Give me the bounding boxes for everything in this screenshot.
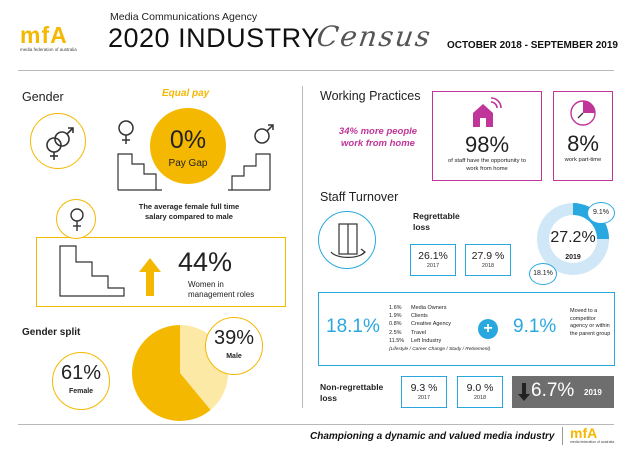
column-divider bbox=[302, 86, 303, 408]
management-value: 44% bbox=[178, 247, 233, 277]
female-icon bbox=[56, 199, 96, 239]
list-item: 2.5% Travel bbox=[389, 329, 427, 336]
equal-pay-label: Equal pay bbox=[162, 88, 210, 99]
title-script: Census bbox=[314, 20, 435, 53]
nonreg-2017-year: 2017 bbox=[417, 395, 431, 401]
donut-small-2: 18.1% bbox=[529, 263, 557, 285]
turnover-title: Staff Turnover bbox=[320, 190, 399, 204]
reg-2018-value: 27.9 % bbox=[471, 250, 505, 262]
stairs-icon bbox=[59, 245, 125, 297]
nonreg-2018-value: 9.0 % bbox=[466, 382, 494, 394]
list-item: 1.9% Clients bbox=[389, 313, 428, 320]
agency-label: Media Communications Agency bbox=[110, 11, 258, 23]
parttime-box bbox=[553, 91, 613, 181]
nonreg-2019-box bbox=[512, 376, 614, 408]
salary-note: The average female full time salary comp… bbox=[138, 202, 240, 221]
management-label: Women in management roles bbox=[188, 280, 255, 299]
nonreg-2018-year: 2018 bbox=[473, 395, 487, 401]
pay-gap-value: 0% bbox=[169, 126, 207, 154]
page-title: 2020 INDUSTRY bbox=[108, 23, 320, 53]
reg-2017-year: 2017 bbox=[426, 263, 440, 269]
gender-title: Gender bbox=[22, 90, 64, 104]
right-total: 9.1% bbox=[513, 316, 557, 337]
plus-icon: + bbox=[478, 319, 498, 339]
clock-icon bbox=[570, 100, 596, 126]
breakdown-list: 1.6% Media Owners 1.9% Clients 0.8% Creativ… bbox=[389, 304, 489, 345]
nonreg-label: Non-regrettable loss bbox=[320, 382, 384, 403]
wfh-box bbox=[432, 91, 542, 181]
reg-2017-box: 26.1% 2017 bbox=[410, 244, 456, 276]
parttime-value: 8% bbox=[567, 131, 599, 156]
header-divider bbox=[18, 70, 614, 71]
pie-slice-female bbox=[132, 325, 211, 421]
male-value: 39% bbox=[213, 327, 255, 349]
footer-logo-subtitle: media federation of australia bbox=[570, 440, 615, 444]
breakdown-note: (Lifestyle / Career Change / Study / Ret… bbox=[389, 347, 491, 352]
date-range: OCTOBER 2018 - SEPTEMBER 2019 bbox=[447, 40, 618, 51]
donut-value: 27.2% bbox=[550, 229, 596, 246]
donut-small-1: 9.1% bbox=[587, 202, 615, 224]
female-label: Female bbox=[68, 388, 94, 395]
arrow-down-icon bbox=[518, 383, 530, 401]
mfa-logo: mfA media federation of australia bbox=[20, 22, 100, 56]
working-title: Working Practices bbox=[320, 89, 421, 103]
female-bubble bbox=[52, 352, 110, 410]
female-value: 61% bbox=[60, 362, 102, 384]
wfh-label: of staff have the opportunity to work fr… bbox=[448, 158, 526, 172]
right-note: Moved to a competitor agency or within t… bbox=[570, 308, 611, 337]
nonreg-2017-box: 9.3 % 2017 bbox=[401, 376, 447, 408]
breakdown-panel bbox=[318, 292, 615, 366]
reg-2017-value: 26.1% bbox=[418, 250, 448, 262]
revolving-door-icon bbox=[318, 211, 376, 269]
wfh-highlight: 34% more people work from home bbox=[338, 126, 418, 149]
logo-subtitle: media federation of australia bbox=[20, 47, 77, 52]
footer-tagline: Championing a dynamic and valued media i… bbox=[310, 431, 555, 442]
nonreg-2019-value: 6.7% bbox=[531, 380, 575, 401]
male-label: Male bbox=[226, 353, 242, 360]
regrettable-label: Regrettable loss bbox=[413, 211, 460, 232]
logo-text: mfA bbox=[20, 22, 68, 48]
gender-icon bbox=[30, 113, 86, 169]
gender-split-title: Gender split bbox=[22, 327, 81, 338]
list-item: 11.5% Left Industry bbox=[389, 337, 442, 344]
pay-gap-illustration bbox=[117, 120, 274, 191]
management-box bbox=[36, 237, 286, 307]
donut-year: 2019 bbox=[565, 254, 581, 261]
male-bubble bbox=[205, 317, 263, 375]
footer-separator bbox=[562, 427, 563, 445]
nonreg-2019-year: 2019 bbox=[584, 388, 602, 397]
reg-2018-year: 2018 bbox=[481, 263, 495, 269]
arrow-up-icon bbox=[139, 258, 161, 296]
pay-gap-circle bbox=[150, 108, 226, 184]
footer-logo-text: mfA bbox=[570, 425, 598, 441]
reg-2018-box: 27.9 % 2018 bbox=[465, 244, 511, 276]
home-wifi-icon bbox=[473, 97, 502, 127]
list-item: 1.6% Media Owners bbox=[389, 305, 447, 311]
list-item: 0.8% Creative Agency bbox=[389, 321, 452, 328]
parttime-label: work part-time bbox=[564, 157, 602, 163]
nonreg-2018-box: 9.0 % 2018 bbox=[457, 376, 503, 408]
pay-gap-label: Pay Gap bbox=[168, 158, 208, 169]
nonreg-2017-value: 9.3 % bbox=[410, 382, 438, 394]
footer-divider bbox=[18, 424, 614, 425]
left-total: 18.1% bbox=[326, 316, 380, 337]
footer-logo: mfA media federation of australia bbox=[570, 426, 614, 444]
wfh-value: 98% bbox=[464, 132, 510, 157]
